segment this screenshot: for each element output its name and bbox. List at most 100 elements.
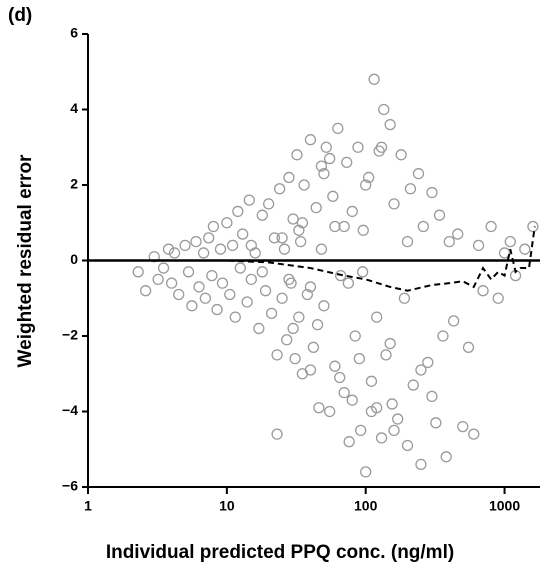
data-point (353, 352, 365, 365)
data-point (324, 405, 336, 418)
data-point (224, 288, 236, 301)
data-point (327, 190, 339, 202)
trend-line (88, 226, 536, 292)
y-tick-label: 2 (70, 176, 78, 192)
y-tick-label: 6 (70, 25, 78, 41)
data-point (472, 239, 485, 252)
y-tick-label: −4 (62, 402, 78, 418)
data-point (139, 285, 152, 297)
data-point (368, 73, 380, 85)
data-point (468, 428, 480, 440)
y-tick-label: −2 (62, 327, 78, 343)
data-point (207, 220, 220, 233)
y-axis-label: Weighted residual error (15, 154, 36, 368)
y-tick-label: 4 (70, 100, 78, 116)
data-point (291, 149, 303, 161)
data-point (265, 307, 278, 320)
data-point (365, 375, 378, 387)
data-point (356, 266, 369, 278)
data-point (313, 402, 325, 414)
data-point (283, 273, 295, 286)
data-point (304, 364, 317, 376)
data-point (199, 292, 211, 304)
data-point (214, 243, 227, 255)
data-point (287, 213, 299, 225)
x-axis-label: Individual predicted PPQ conc. (ng/ml) (106, 542, 454, 563)
data-point (165, 277, 178, 289)
data-point (349, 330, 361, 342)
data-point (245, 273, 257, 286)
data-point (157, 262, 170, 274)
data-point (241, 296, 253, 308)
data-point (281, 334, 293, 346)
data-point (341, 156, 353, 169)
data-point (221, 217, 233, 229)
data-point (276, 232, 288, 244)
data-point (253, 322, 265, 335)
data-point (398, 292, 411, 304)
data-point (324, 152, 336, 165)
data-point (310, 201, 322, 214)
data-point (263, 198, 275, 210)
data-point (417, 220, 429, 233)
data-point (226, 239, 239, 252)
data-point (384, 337, 396, 350)
data-point (211, 303, 223, 316)
data-point (422, 356, 434, 369)
data-point (304, 134, 317, 146)
data-point (378, 103, 390, 116)
data-point (206, 269, 218, 282)
data-point (268, 232, 281, 244)
data-point (426, 186, 438, 199)
data-point (271, 428, 283, 440)
data-point (433, 209, 446, 221)
data-point (320, 141, 332, 153)
data-point (276, 292, 288, 304)
data-point (492, 292, 504, 304)
data-point (384, 118, 396, 131)
data-point (315, 160, 328, 172)
data-point (132, 266, 144, 278)
data-point (386, 398, 398, 410)
data-point (245, 239, 257, 252)
data-point (477, 285, 489, 297)
data-point (357, 224, 369, 236)
data-point (193, 281, 205, 293)
data-point (182, 266, 195, 278)
y-tick-label: −6 (62, 478, 78, 494)
data-point (271, 349, 283, 361)
data-point (229, 311, 241, 323)
data-point (392, 413, 404, 425)
data-point (360, 179, 372, 191)
data-point (388, 198, 400, 210)
data-point (273, 183, 286, 195)
data-point (415, 364, 427, 376)
data-point (152, 273, 164, 286)
data-point (360, 466, 372, 478)
data-point (216, 277, 229, 289)
data-point (289, 352, 301, 365)
data-point (293, 311, 305, 323)
data-point (371, 402, 383, 414)
x-tick-label: 1000 (489, 498, 520, 514)
data-point (426, 390, 438, 403)
data-point (301, 288, 314, 301)
data-point (259, 285, 272, 297)
data-point (342, 277, 355, 289)
data-point (318, 168, 330, 180)
data-point (448, 315, 460, 327)
data-point (355, 424, 367, 437)
data-point (190, 235, 202, 248)
data-point (452, 228, 464, 240)
data-point (380, 349, 392, 361)
data-point (334, 371, 346, 384)
data-point (401, 235, 414, 248)
data-point (307, 341, 320, 353)
data-point (412, 168, 425, 180)
data-point (338, 386, 350, 399)
data-point (404, 183, 417, 195)
data-point (430, 417, 442, 429)
data-point (352, 141, 364, 153)
data-point (256, 266, 268, 278)
data-point (287, 322, 299, 335)
